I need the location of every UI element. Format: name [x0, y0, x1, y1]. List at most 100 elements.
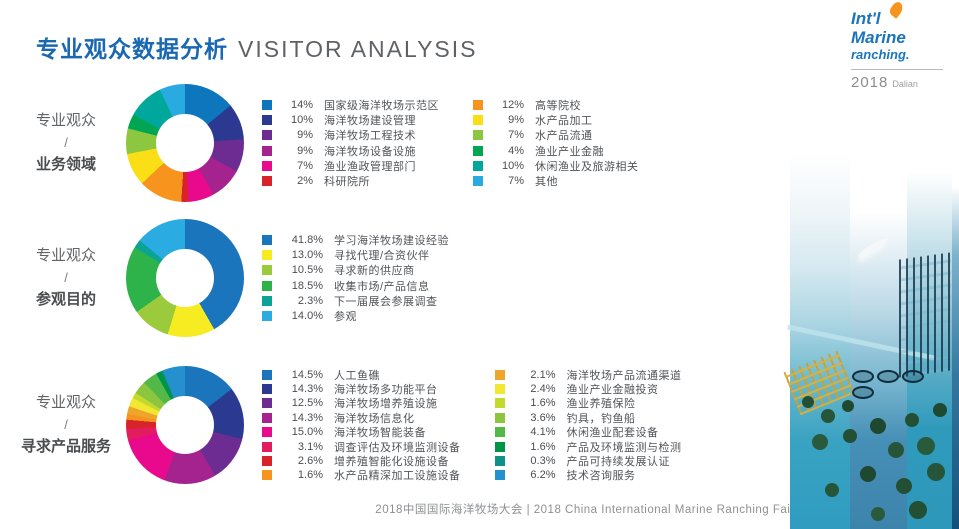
fish-cage-ring — [852, 386, 874, 399]
chart-dimension-label: 参观目的 — [35, 291, 96, 308]
color-swatch — [494, 384, 505, 395]
legend-item: 41.8% 学习海洋牧场建设经验 — [262, 232, 449, 247]
legend-percent: 0.3% — [530, 454, 556, 467]
legend-label: 休闲渔业及旅游相关 — [535, 160, 639, 173]
fish-cage-rings — [852, 370, 928, 399]
legend-percent: 1.6% — [530, 397, 556, 410]
donut-hole — [156, 114, 214, 172]
legend-label: 钓具，钓鱼船 — [566, 412, 636, 425]
donut-hole — [156, 249, 214, 307]
reef-patches-graphic — [802, 396, 814, 408]
legend-label: 产品可持续发展认证 — [566, 455, 670, 468]
chart-label: 专业观众 / 参观目的 — [12, 245, 120, 311]
legend-percent: 15.0% — [291, 426, 323, 439]
legend-item: 14% 国家级海洋牧场示范区 — [262, 97, 439, 112]
legend-label: 产品及环境监测与检测 — [566, 441, 682, 454]
legend-item: 13.0% 寻找代理/合资伙伴 — [262, 247, 449, 262]
fish-cage-ring — [877, 370, 899, 383]
legend-item: 6.2% 技术咨询服务 — [494, 468, 682, 483]
legend-percent: 2.6% — [297, 454, 323, 467]
color-swatch — [262, 145, 272, 156]
color-swatch — [494, 470, 505, 481]
legend-label: 收集市场/产品信息 — [334, 280, 430, 293]
color-swatch — [494, 441, 505, 452]
legend-item: 12% 高等院校 — [473, 97, 639, 112]
color-swatch — [262, 311, 272, 322]
legend-percent: 7% — [508, 129, 524, 142]
legend-percent: 7% — [508, 175, 524, 188]
chart-row: 专业观众 / 寻求产品服务 14.5% 人工鱼礁 14.3% 海洋牧场多功能平台 12.… — [12, 340, 772, 510]
legend-label: 海洋牧场工程技术 — [324, 130, 416, 143]
legend-item: 4% 渔业产业金融 — [473, 143, 639, 158]
legend-label: 国家级海洋牧场示范区 — [324, 99, 439, 112]
color-swatch — [262, 250, 272, 261]
fair-logo: Int'l Marine ranching. 2018 Dalian — [851, 0, 943, 92]
legend-percent: 13.0% — [291, 249, 323, 262]
legend-percent: 12% — [501, 98, 524, 111]
legend-column: 41.8% 学习海洋牧场建设经验 13.0% 寻找代理/合资伙伴 10.5% 寻求新的供应… — [262, 232, 449, 324]
legend-item: 10% 海洋牧场建设管理 — [262, 112, 439, 127]
color-swatch — [473, 130, 483, 141]
legend-label: 科研院所 — [324, 176, 370, 189]
legend-column: 14% 国家级海洋牧场示范区 10% 海洋牧场建设管理 9% 海洋牧场工程技术 9% 海洋牧场… — [262, 97, 439, 189]
chart-dimension-label: 寻求产品服务 — [20, 438, 111, 455]
legend-column: 14.5% 人工鱼礁 14.3% 海洋牧场多功能平台 12.5% 海洋牧场增养殖设施 14.… — [262, 367, 461, 482]
chart-dimension-label: 业务领域 — [35, 156, 96, 173]
chart-legend: 41.8% 学习海洋牧场建设经验 13.0% 寻找代理/合资伙伴 10.5% 寻求新的供应… — [262, 232, 772, 324]
legend-label: 渔业养殖保险 — [566, 398, 636, 411]
legend-item: 12.5% 海洋牧场增养殖设施 — [262, 396, 461, 410]
logo-city: Dalian — [892, 79, 918, 89]
legend-item: 14.0% 参观 — [262, 309, 449, 324]
color-swatch — [262, 470, 272, 481]
color-swatch — [262, 160, 272, 171]
legend-label: 水产品流通 — [535, 130, 593, 143]
legend-item: 2.6% 增养殖智能化设施设备 — [262, 454, 461, 468]
legend-label: 参观 — [334, 311, 357, 324]
logo-line3: ranching. — [851, 47, 943, 70]
legend-item: 14.5% 人工鱼礁 — [262, 367, 461, 382]
legend-percent: 3.1% — [297, 440, 323, 453]
legend-label: 渔业产业金融投资 — [566, 384, 659, 397]
logo-year-line: 2018 Dalian — [851, 74, 943, 92]
color-swatch — [262, 412, 272, 423]
photo-strip — [790, 154, 850, 529]
donut-chart — [126, 84, 244, 202]
legend-item: 0.3% 产品可持续发展认证 — [494, 454, 682, 468]
legend-percent: 2.3% — [297, 294, 323, 307]
legend-percent: 10% — [290, 114, 313, 127]
legend-label: 海洋牧场设备设施 — [324, 145, 416, 158]
color-swatch — [262, 427, 272, 438]
color-swatch — [473, 115, 483, 126]
logo-line1: Int'l — [851, 0, 943, 28]
color-swatch — [262, 280, 272, 291]
page-title-zh: 专业观众数据分析 — [36, 36, 228, 62]
legend-percent: 3.6% — [530, 411, 556, 424]
legend-percent: 18.5% — [291, 279, 323, 292]
color-swatch — [262, 99, 272, 110]
legend-item: 1.6% 产品及环境监测与检测 — [494, 439, 682, 454]
color-swatch — [262, 265, 272, 276]
chart-group-label: 专业观众 — [35, 394, 96, 411]
legend-item: 9% 海洋牧场设备设施 — [262, 143, 439, 158]
legend-percent: 2.4% — [530, 383, 556, 396]
donut-chart — [126, 366, 244, 484]
color-swatch — [473, 160, 483, 171]
legend-item: 9% 海洋牧场工程技术 — [262, 128, 439, 143]
pile-field-graphic — [899, 252, 951, 378]
legend-percent: 10.5% — [291, 264, 323, 277]
donut-chart — [126, 219, 244, 337]
logo-year: 2018 — [851, 74, 889, 91]
legend-item: 7% 水产品流通 — [473, 128, 639, 143]
legend-label: 技术咨询服务 — [566, 470, 636, 483]
photo-strip — [952, 186, 959, 529]
color-swatch — [262, 398, 272, 409]
legend-label: 海洋牧场增养殖设施 — [334, 398, 438, 411]
footer-text: 2018中国国际海洋牧场大会 | 2018 China Internationa… — [375, 504, 795, 516]
color-swatch — [473, 145, 483, 156]
legend-percent: 41.8% — [291, 233, 323, 246]
legend-item: 14.3% 海洋牧场信息化 — [262, 411, 461, 425]
legend-label: 海洋牧场多功能平台 — [334, 384, 438, 397]
color-swatch — [262, 176, 272, 187]
legend-percent: 2.1% — [530, 368, 556, 381]
